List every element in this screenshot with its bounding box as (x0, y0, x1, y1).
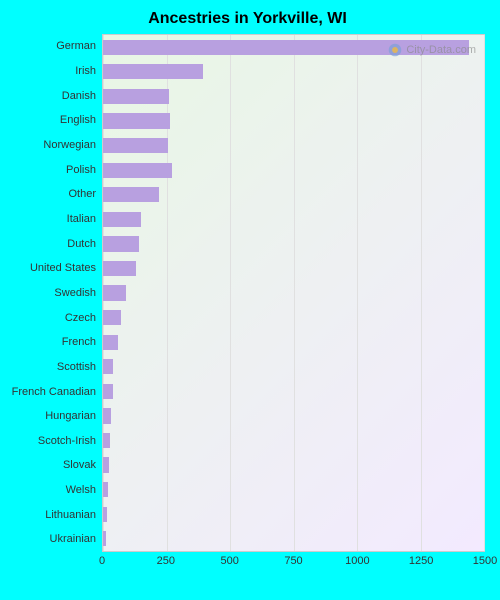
y-axis-label: Danish (10, 83, 102, 108)
bar (103, 285, 126, 300)
x-axis-tick-label: 1250 (409, 555, 433, 567)
bar (103, 89, 169, 104)
ancestries-chart: Ancestries in Yorkville, WI GermanIrishD… (10, 10, 485, 590)
y-axis-label: Other (10, 182, 102, 207)
bar (103, 457, 109, 472)
bar-slot (103, 182, 484, 207)
watermark-text: City-Data.com (406, 44, 476, 56)
bar (103, 212, 141, 227)
bar (103, 113, 170, 128)
bar-slot (103, 355, 484, 380)
bar-slot (103, 453, 484, 478)
plot-row: GermanIrishDanishEnglishNorwegianPolishO… (10, 34, 485, 552)
bar (103, 187, 159, 202)
bar-slot (103, 527, 484, 552)
bar-slot (103, 109, 484, 134)
x-axis-tick-label: 1000 (345, 555, 369, 567)
bar (103, 163, 172, 178)
y-axis-label: Scotch-Irish (10, 429, 102, 454)
bar-slot (103, 477, 484, 502)
y-axis-label: Swedish (10, 281, 102, 306)
watermark-icon (388, 43, 402, 57)
bar (103, 261, 136, 276)
y-axis-label: Italian (10, 207, 102, 232)
x-axis-tick-label: 250 (157, 555, 175, 567)
grid-line (484, 35, 485, 551)
bar-slot (103, 404, 484, 429)
x-axis-tick-label: 1500 (473, 555, 497, 567)
y-axis-label: English (10, 108, 102, 133)
bar (103, 433, 110, 448)
y-axis-label: Ukrainian (10, 527, 102, 552)
page-background: Ancestries in Yorkville, WI GermanIrishD… (0, 0, 500, 600)
y-axis-label: French (10, 330, 102, 355)
x-axis-spacer (10, 552, 102, 574)
x-axis-tick-label: 500 (220, 555, 238, 567)
bar-slot (103, 305, 484, 330)
bar-slot (103, 502, 484, 527)
bar-slot (103, 158, 484, 183)
bar (103, 507, 107, 522)
plot-area: City-Data.com (102, 34, 485, 552)
bar-slot (103, 379, 484, 404)
x-axis: 0250500750100012501500 (10, 552, 485, 574)
bar-slot (103, 133, 484, 158)
y-axis-label: French Canadian (10, 379, 102, 404)
x-axis-ticks: 0250500750100012501500 (102, 552, 485, 574)
y-axis-label: Scottish (10, 355, 102, 380)
bar-slot (103, 281, 484, 306)
bar-slot (103, 330, 484, 355)
bar-slot (103, 256, 484, 281)
bar (103, 408, 111, 423)
x-axis-tick-label: 750 (284, 555, 302, 567)
bar (103, 359, 113, 374)
y-axis-label: Slovak (10, 453, 102, 478)
y-axis-label: Czech (10, 305, 102, 330)
bar-slot (103, 428, 484, 453)
watermark: City-Data.com (388, 43, 476, 57)
y-axis-label: Hungarian (10, 404, 102, 429)
bar (103, 64, 203, 79)
y-axis-label: Polish (10, 157, 102, 182)
y-axis-label: German (10, 34, 102, 59)
y-axis-labels: GermanIrishDanishEnglishNorwegianPolishO… (10, 34, 102, 552)
bar (103, 310, 121, 325)
bar (103, 482, 108, 497)
bar (103, 335, 118, 350)
bar (103, 236, 139, 251)
y-axis-label: Dutch (10, 231, 102, 256)
bar (103, 384, 113, 399)
y-axis-label: Irish (10, 59, 102, 84)
y-axis-label: United States (10, 256, 102, 281)
chart-title: Ancestries in Yorkville, WI (10, 10, 485, 28)
y-axis-label: Welsh (10, 478, 102, 503)
x-axis-tick-label: 0 (99, 555, 105, 567)
bar (103, 531, 106, 546)
bar-slot (103, 60, 484, 85)
y-axis-label: Norwegian (10, 133, 102, 158)
bar-slot (103, 232, 484, 257)
bar-slot (103, 207, 484, 232)
bars-container (103, 35, 484, 551)
y-axis-label: Lithuanian (10, 502, 102, 527)
bar-slot (103, 84, 484, 109)
bar (103, 138, 168, 153)
